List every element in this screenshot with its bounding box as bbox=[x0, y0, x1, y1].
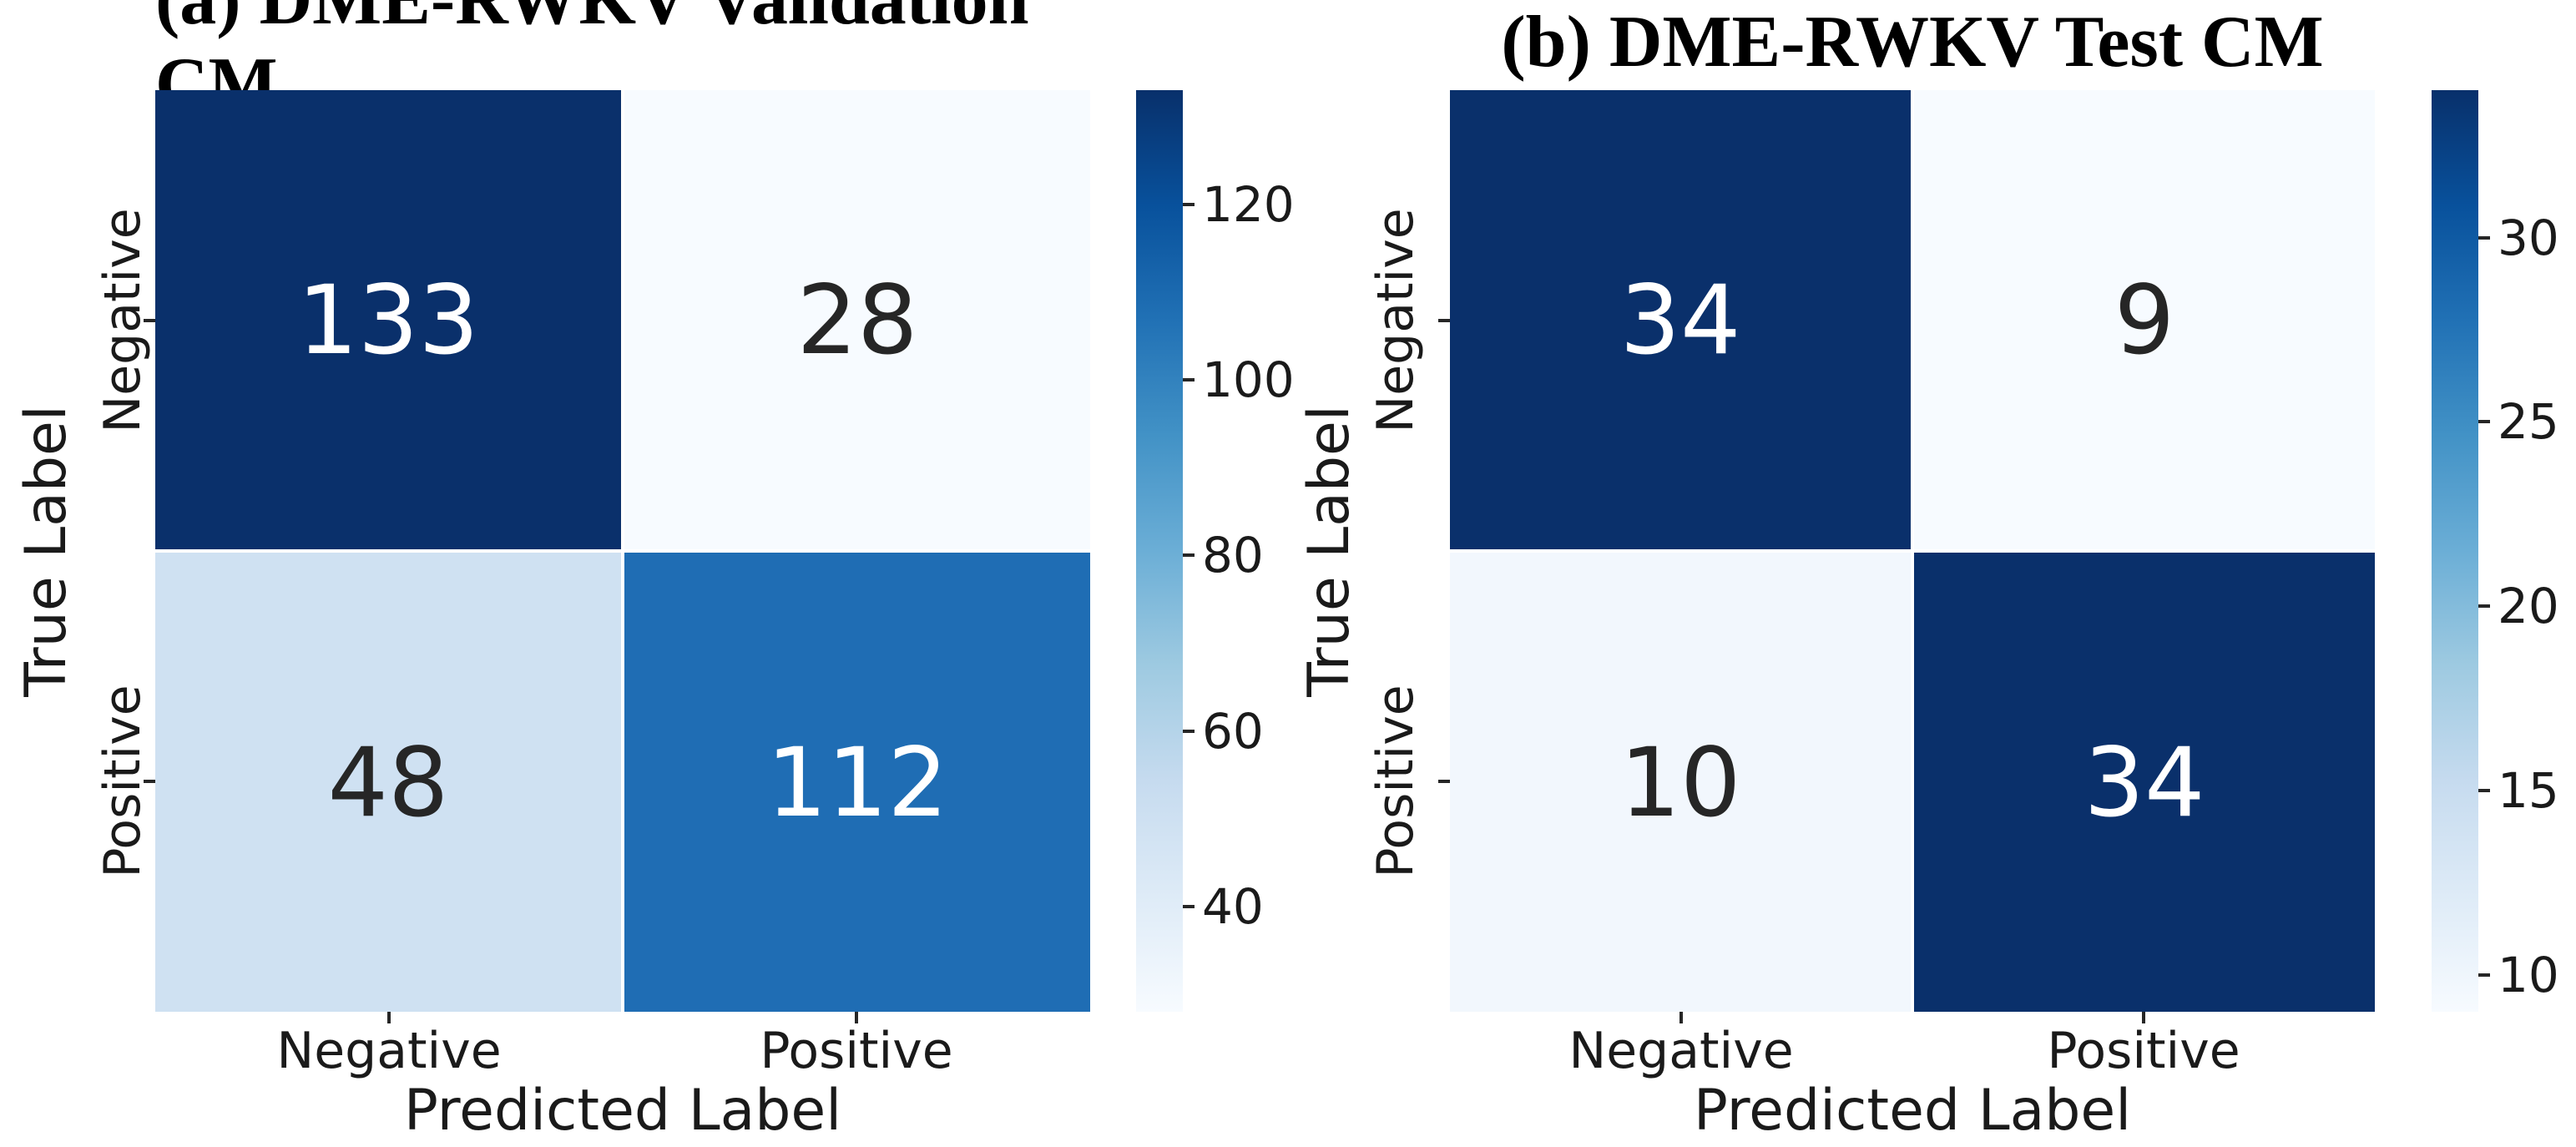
colorbar-tick-mark bbox=[2478, 973, 2490, 977]
colorbar-tick-mark bbox=[2478, 236, 2490, 240]
panel-b-x-axis-label: Predicted Label bbox=[1693, 1077, 2132, 1144]
panel-a-xtick-negative: Negative bbox=[276, 1022, 502, 1080]
heatmap-cell-tp: 112 bbox=[624, 553, 1090, 1012]
x-tick-mark bbox=[387, 1012, 391, 1023]
panel-a-xtick-positive: Positive bbox=[760, 1022, 953, 1080]
panel-a-x-axis-label: Predicted Label bbox=[403, 1077, 842, 1144]
colorbar-tick-mark bbox=[1183, 553, 1195, 557]
panel-a-colorbar-tick: 40 bbox=[1202, 878, 1264, 935]
y-tick-mark bbox=[1438, 780, 1450, 783]
panel-a-colorbar-tick: 120 bbox=[1202, 176, 1295, 233]
colorbar-tick-mark bbox=[1183, 730, 1195, 733]
heatmap-cell-tp: 34 bbox=[1914, 553, 2375, 1012]
panel-a-y-axis-label: True Label bbox=[13, 405, 79, 697]
panel-b-ytick-negative: Negative bbox=[1366, 208, 1425, 433]
panel-b-colorbar-tick: 30 bbox=[2498, 210, 2559, 266]
x-tick-mark bbox=[1679, 1012, 1683, 1023]
panel-a-colorbar-tick: 100 bbox=[1202, 351, 1295, 408]
panel-b-colorbar-tick: 25 bbox=[2498, 393, 2559, 450]
heatmap-cell-fp: 9 bbox=[1914, 90, 2375, 549]
colorbar-tick-mark bbox=[2478, 789, 2490, 792]
panel-b-y-axis-label: True Label bbox=[1296, 405, 1362, 697]
panel-a-colorbar bbox=[1136, 90, 1183, 1012]
heatmap-cell-tn: 34 bbox=[1450, 90, 1911, 549]
panel-b-ytick-positive: Positive bbox=[1366, 685, 1425, 878]
colorbar-tick-mark bbox=[1183, 378, 1195, 381]
heatmap-cell-fp: 28 bbox=[624, 90, 1090, 549]
panel-a-colorbar-tick: 80 bbox=[1202, 527, 1264, 584]
y-tick-mark bbox=[1438, 319, 1450, 322]
panel-b-heatmap: 34 9 10 34 bbox=[1450, 90, 2375, 1012]
panel-a-colorbar-tick: 60 bbox=[1202, 703, 1264, 760]
panel-b-colorbar-tick: 20 bbox=[2498, 578, 2559, 634]
colorbar-tick-mark bbox=[2478, 604, 2490, 608]
y-tick-mark bbox=[144, 780, 155, 783]
heatmap-cell-tn: 133 bbox=[155, 90, 621, 549]
panel-b-colorbar bbox=[2432, 90, 2478, 1012]
panel-b-xtick-negative: Negative bbox=[1568, 1022, 1794, 1080]
panel-b-xtick-positive: Positive bbox=[2047, 1022, 2240, 1080]
panel-a-title: (a) DME-RWKV Validation CM bbox=[155, 0, 1029, 124]
y-tick-mark bbox=[144, 319, 155, 322]
colorbar-tick-mark bbox=[2478, 420, 2490, 423]
heatmap-cell-fn: 48 bbox=[155, 553, 621, 1012]
panel-b-colorbar-tick: 15 bbox=[2498, 762, 2559, 819]
colorbar-tick-mark bbox=[1183, 905, 1195, 908]
x-tick-mark bbox=[2142, 1012, 2145, 1023]
heatmap-cell-fn: 10 bbox=[1450, 553, 1911, 1012]
colorbar-tick-mark bbox=[1183, 203, 1195, 206]
panel-b-colorbar-tick: 10 bbox=[2498, 947, 2559, 1003]
x-tick-mark bbox=[855, 1012, 858, 1023]
panel-a-heatmap: 133 28 48 112 bbox=[155, 90, 1090, 1012]
panel-b-title: (b) DME-RWKV Test CM bbox=[1501, 1, 2324, 83]
